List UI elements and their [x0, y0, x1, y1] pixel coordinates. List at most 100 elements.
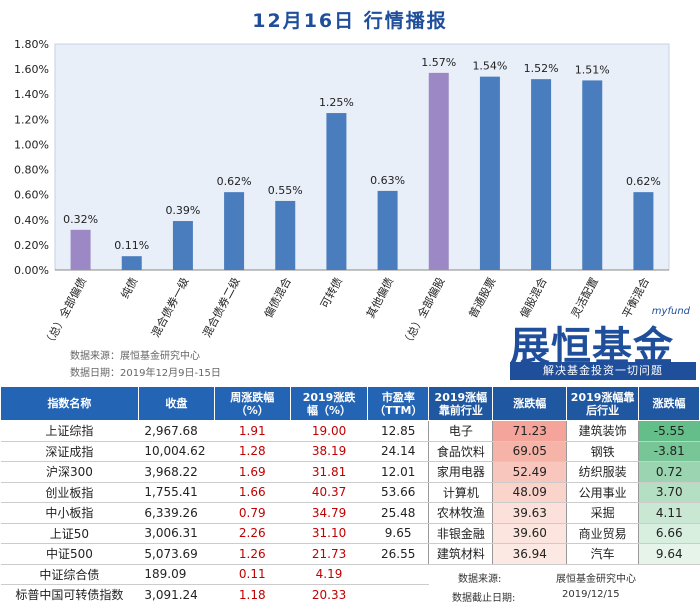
- empty-cell: [639, 564, 700, 585]
- cell-wk: 0.79: [214, 502, 291, 524]
- table-header: 涨跌幅: [492, 386, 568, 421]
- logo-slogan: 解决基金投资一切问题: [510, 362, 696, 380]
- bar: [275, 200, 296, 270]
- cell-name: 上证综指: [0, 420, 139, 442]
- cell-bot-val: 6.66: [638, 523, 700, 544]
- table-row: 中小板指 6,339.26 0.79 34.79 25.48 农林牧渔 39.63 采掘 4.1…: [0, 502, 700, 524]
- cell-bot-ind: 商业贸易: [566, 523, 640, 544]
- cell-top-val: 48.09: [492, 482, 567, 503]
- cell-name: 沪深300: [0, 461, 139, 483]
- cell-top-ind: 计算机: [428, 482, 494, 503]
- chart-date: 数据日期：2019年12月9日-15日: [70, 368, 221, 379]
- cell-yr: 38.19: [290, 441, 368, 462]
- table-row: 中证综合债 189.09 0.11 4.19: [0, 564, 700, 585]
- table-row: 上证50 3,006.31 2.26 31.10 9.65 非银金融 39.60 商业贸易 6.…: [0, 523, 700, 544]
- cell-pe: [367, 584, 429, 604]
- cell-yr: 31.10: [290, 523, 368, 544]
- cell-pe: 25.48: [367, 502, 429, 524]
- plot-area: [54, 43, 670, 271]
- cell-wk: 1.26: [214, 543, 291, 565]
- cell-close: 5,073.69: [138, 543, 215, 565]
- cell-bot-ind: 纺织服装: [566, 461, 640, 483]
- cell-wk: 0.11: [214, 564, 291, 585]
- bar-value-label: 1.57%: [421, 56, 456, 69]
- cell-top-ind: 家用电器: [428, 461, 494, 483]
- bar-chart: 0.00% 0.20% 0.40% 0.60% 0.80% 1.00% 1.20% 1.40%…: [14, 38, 670, 348]
- x-tick-label: 纯债: [118, 275, 141, 301]
- cell-top-ind: 非银金融: [428, 523, 494, 544]
- x-tick-label: 偏债混合: [261, 275, 294, 320]
- table-header: 2019涨幅 靠前行业: [428, 386, 494, 421]
- table-header: 收盘: [137, 386, 215, 421]
- cell-pe: 9.65: [367, 523, 429, 544]
- cell-top-ind: 食品饮料: [428, 441, 494, 462]
- y-tick-label: 0.80%: [14, 164, 49, 177]
- cell-wk: 1.66: [214, 482, 291, 503]
- table-row: 沪深300 3,968.22 1.69 31.81 12.01 家用电器 52.49 纺织服装…: [0, 461, 700, 483]
- bar-value-label: 0.32%: [63, 213, 98, 226]
- table-row: 中证500 5,073.69 1.26 21.73 26.55 建筑材料 36.94 汽车 9.…: [0, 543, 700, 565]
- cell-wk: 1.91: [214, 420, 291, 442]
- cell-top-ind: 农林牧渔: [428, 502, 494, 524]
- cell-pe: 53.66: [367, 482, 429, 503]
- cell-wk: 1.18: [214, 584, 291, 604]
- bar: [531, 79, 552, 271]
- cell-bot-ind: 公用事业: [566, 482, 640, 503]
- cell-name: 中证500: [0, 543, 139, 565]
- cell-yr: 34.79: [290, 502, 368, 524]
- bar: [428, 72, 449, 270]
- cell-pe: 24.14: [367, 441, 429, 462]
- cell-pe: 12.85: [367, 420, 429, 442]
- cell-name: 创业板指: [0, 482, 139, 503]
- table-row: 创业板指 1,755.41 1.66 40.37 53.66 计算机 48.09 公用事业 3.…: [0, 482, 700, 503]
- bar-value-label: 1.51%: [575, 63, 610, 76]
- cell-close: 10,004.62: [138, 441, 215, 462]
- table-header: 2019涨跌 幅（%）: [289, 386, 369, 421]
- x-tick-label: 其他偏债: [363, 275, 396, 320]
- cell-bot-val: -3.81: [638, 441, 700, 462]
- cell-top-val: 69.05: [492, 441, 567, 462]
- cell-yr: 21.73: [290, 543, 368, 565]
- y-tick-label: 0.20%: [14, 239, 49, 252]
- table-source-value: 展恒基金研究中心: [556, 574, 636, 585]
- index-table: 指数名称 收盘 周涨跌幅 （%） 2019涨跌 幅（%） 市盈率 （TTM） 2019涨幅…: [0, 386, 700, 604]
- cell-name: 标普中国可转债指数: [0, 584, 139, 604]
- cell-bot-ind: 钢铁: [566, 441, 640, 462]
- cell-bot-ind: 建筑装饰: [566, 420, 640, 442]
- cell-name: 中证综合债: [0, 564, 139, 585]
- y-tick-label: 1.40%: [14, 88, 49, 101]
- bar: [121, 256, 142, 270]
- cell-name: 深证成指: [0, 441, 139, 462]
- cell-close: 6,339.26: [138, 502, 215, 524]
- cell-top-val: 39.63: [492, 502, 567, 524]
- cell-bot-val: 9.64: [638, 543, 700, 565]
- table-row: 深证成指 10,004.62 1.28 38.19 24.14 食品饮料 69.05 钢铁 -3…: [0, 441, 700, 462]
- cell-yr: 40.37: [290, 482, 368, 503]
- empty-cell: [639, 585, 700, 604]
- table-row: 标普中国可转债指数 3,091.24 1.18 20.33: [0, 584, 700, 604]
- cell-close: 1,755.41: [138, 482, 215, 503]
- y-tick-label: 0.40%: [14, 214, 49, 227]
- page-title: 12月16日 行情播报: [252, 10, 448, 32]
- table-date-label: 数据截止日期:: [452, 593, 516, 604]
- bar-value-label: 0.62%: [217, 175, 252, 188]
- x-tick-label: （总）全部偏债: [41, 275, 90, 348]
- cell-bot-val: 0.72: [638, 461, 700, 483]
- cell-bot-ind: 汽车: [566, 543, 640, 565]
- cell-wk: 2.26: [214, 523, 291, 544]
- y-tick-label: 1.00%: [14, 138, 49, 151]
- table-header: 涨跌幅: [638, 386, 700, 421]
- cell-name: 中小板指: [0, 502, 139, 524]
- cell-yr: 31.81: [290, 461, 368, 483]
- bar: [479, 76, 500, 270]
- bar: [224, 192, 245, 270]
- table-source-label: 数据来源:: [458, 574, 502, 585]
- cell-yr: 19.00: [290, 420, 368, 442]
- x-tick-label: （总）全部偏股: [399, 275, 448, 348]
- bar: [377, 190, 398, 270]
- cell-top-val: 36.94: [492, 543, 567, 565]
- cell-close: 2,967.68: [138, 420, 215, 442]
- cell-close: 189.09: [138, 564, 215, 585]
- logo-tag: myfund: [651, 306, 690, 317]
- cell-bot-val: 3.70: [638, 482, 700, 503]
